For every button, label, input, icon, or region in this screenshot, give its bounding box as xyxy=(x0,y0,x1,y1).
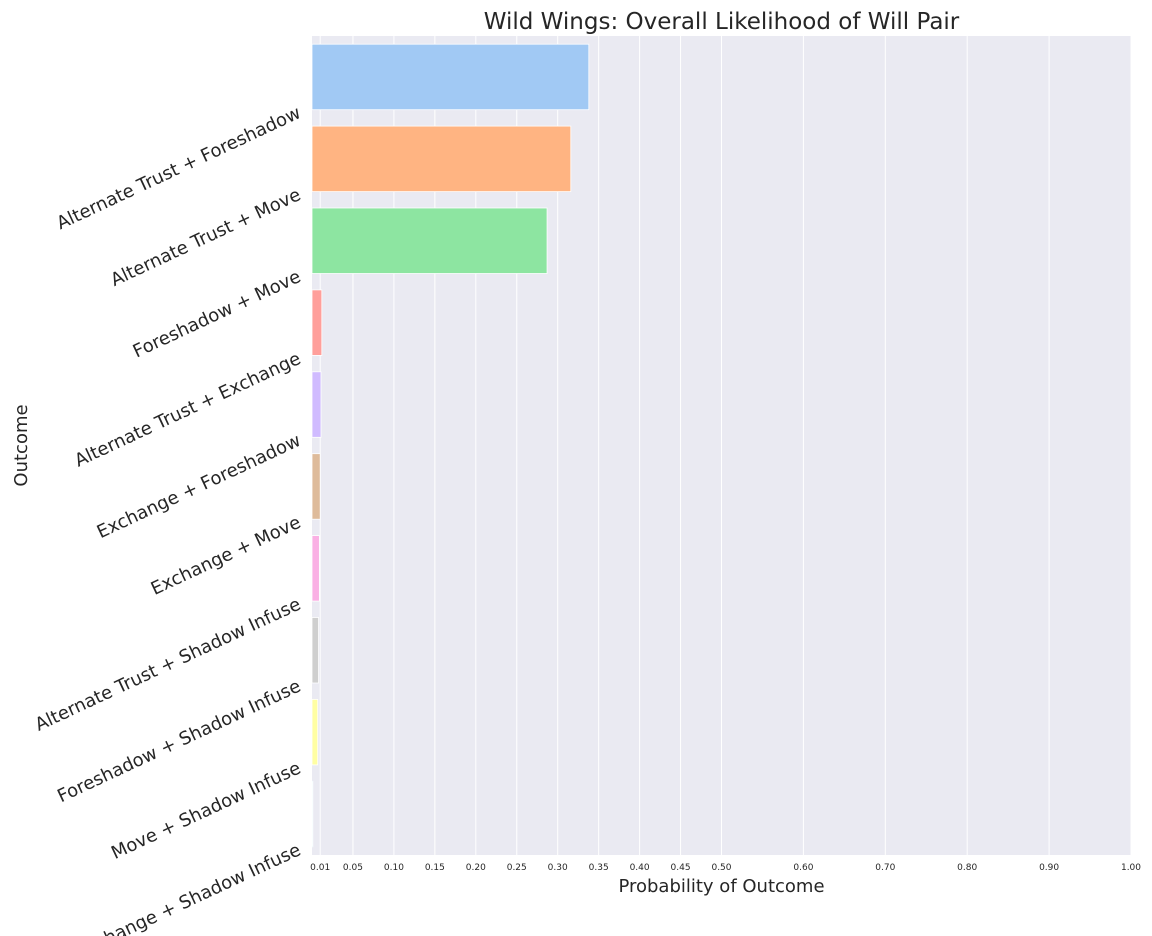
category-label: Exchange + Move xyxy=(148,512,304,600)
bar xyxy=(311,371,322,438)
x-tick-label: 0.01 xyxy=(310,863,330,873)
x-axis-label: Probability of Outcome xyxy=(618,876,824,897)
x-tick-label: 0.20 xyxy=(466,863,486,873)
x-tick-label: 0.45 xyxy=(671,863,691,873)
x-tick-label: 0.25 xyxy=(507,863,527,873)
x-tick-label: 0.05 xyxy=(343,863,363,873)
category-label: Alternate Trust + Shadow Infuse xyxy=(32,594,304,736)
x-tick-label: 0.60 xyxy=(793,863,813,873)
x-tick-label: 1.00 xyxy=(1121,863,1141,873)
x-tick-label: 0.90 xyxy=(1039,863,1059,873)
bar xyxy=(311,617,319,684)
bar xyxy=(311,453,321,520)
x-tick-label: 0.10 xyxy=(384,863,404,873)
bar xyxy=(311,43,590,111)
bar xyxy=(311,207,548,274)
x-tick-label: 0.35 xyxy=(589,863,609,873)
y-axis-label: Outcome xyxy=(11,404,32,486)
chart-title: Wild Wings: Overall Likelihood of Will P… xyxy=(484,9,960,35)
category-label: Exchange + Shadow Infuse xyxy=(72,840,304,936)
x-tick-label: 0.50 xyxy=(711,863,731,873)
x-tick-labels: 0.01 0.05 0.10 0.15 0.20 0.25 0.30 0.35 0.40 0.45… xyxy=(310,863,1141,873)
category-label: Foreshadow + Move xyxy=(130,266,304,362)
bar xyxy=(311,780,314,848)
bars xyxy=(311,43,590,848)
bar xyxy=(311,289,323,356)
bar xyxy=(311,535,320,602)
x-tick-label: 0.30 xyxy=(548,863,568,873)
x-tick-label: 0.15 xyxy=(425,863,445,873)
bar xyxy=(311,125,572,193)
x-tick-label: 0.80 xyxy=(957,863,977,873)
x-tick-label: 0.70 xyxy=(875,863,895,873)
bar xyxy=(311,698,319,766)
category-label: Move + Shadow Infuse xyxy=(108,758,304,864)
x-tick-label: 0.40 xyxy=(630,863,650,873)
